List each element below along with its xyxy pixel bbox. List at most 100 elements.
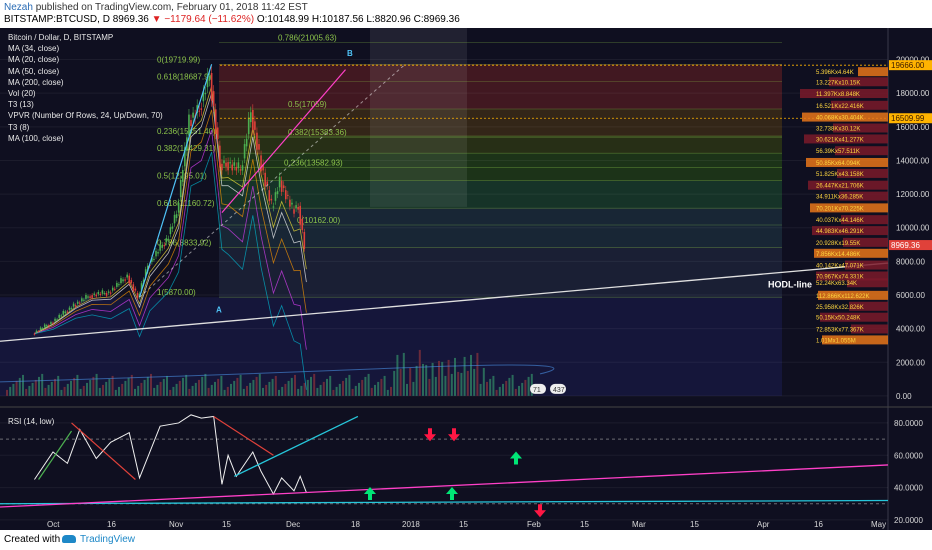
volume-bar xyxy=(351,388,354,396)
candle-body xyxy=(95,294,98,297)
up-arrow-icon xyxy=(364,487,376,501)
volume-profile-bar xyxy=(845,260,888,270)
published-text: published on TradingView.com, February 0… xyxy=(35,2,308,13)
volume-bar xyxy=(431,362,434,396)
volume-bar xyxy=(418,349,421,396)
volume-bar xyxy=(239,374,242,396)
legend-item[interactable]: MA (100, close) xyxy=(8,133,64,143)
volume-bar xyxy=(159,381,162,396)
volume-bar xyxy=(25,388,28,396)
rsi-support xyxy=(0,499,889,505)
volume-bar xyxy=(50,381,53,396)
chart-area[interactable]: 20000.00 18000.00 16000.00 14000.00 12000.00… xyxy=(0,28,932,530)
volume-bar xyxy=(70,380,72,396)
candle-body xyxy=(111,287,114,291)
candle-body xyxy=(72,303,75,307)
candle-body xyxy=(33,333,36,335)
candle-body xyxy=(303,231,306,249)
volume-bar xyxy=(217,378,220,396)
volume-bar xyxy=(332,389,335,396)
x-tick-label: Apr xyxy=(757,520,770,529)
volume-profile-bar xyxy=(847,278,888,288)
candle-body xyxy=(274,192,277,201)
volume-profile-label: 112.866Kx112.622K xyxy=(816,294,870,300)
volume-bar xyxy=(130,374,133,396)
volume-bar xyxy=(495,389,498,396)
volume-profile-bar xyxy=(806,157,888,167)
fib-zone xyxy=(219,153,782,181)
volume-bar xyxy=(306,379,309,396)
volume-bar xyxy=(156,384,159,396)
volume-bar xyxy=(313,373,316,396)
legend-item[interactable]: MA (50, close) xyxy=(8,66,60,76)
y-tick-label: 8000.00 xyxy=(896,257,925,266)
volume-bar xyxy=(210,384,213,396)
volume-bar xyxy=(18,377,21,396)
chart-svg[interactable]: 20000.00 18000.00 16000.00 14000.00 12000.00… xyxy=(0,28,932,530)
candle-body xyxy=(85,294,87,299)
volume-badge[interactable] xyxy=(550,383,566,394)
volume-bar xyxy=(358,382,360,396)
volume-bar xyxy=(479,383,482,396)
rsi-tick-label: 80.0000 xyxy=(894,419,923,428)
volume-bar xyxy=(364,376,367,396)
volume-bar xyxy=(402,352,405,396)
volume-profile-label: 34.911Kx36.285K xyxy=(816,195,863,201)
volume-profile-label: 70.201Kx70.225K xyxy=(816,206,864,212)
volume-ma xyxy=(0,364,555,383)
fib-label: 0.5(17059) xyxy=(288,100,327,109)
volume-bar xyxy=(76,374,79,396)
indicator-legend: Bitcoin / Dollar, D, BITSTAMP MA (34, cl… xyxy=(8,32,163,144)
candle-body xyxy=(52,322,54,324)
candle-body xyxy=(219,145,221,168)
candle-body xyxy=(278,176,281,188)
legend-item[interactable]: T3 (13) xyxy=(8,100,34,110)
volume-profile-label: 7.856Kx14.486K xyxy=(816,252,860,258)
candle-body xyxy=(217,127,219,140)
volume-profile-bar xyxy=(804,134,888,144)
moving-average-line xyxy=(34,129,307,350)
volume-bar xyxy=(191,385,194,396)
up-arrow-icon xyxy=(510,451,522,465)
volume-bar xyxy=(284,383,287,396)
resistance-line xyxy=(221,69,346,213)
volume-bar xyxy=(194,382,197,396)
author-link[interactable]: Nezah xyxy=(4,2,33,13)
candle-body xyxy=(225,162,227,167)
volume-bar xyxy=(98,387,101,396)
candle-body xyxy=(155,250,157,257)
volume-profile-bar xyxy=(808,180,888,190)
last-price: 8969.36 xyxy=(112,14,149,25)
volume-bar xyxy=(66,383,69,396)
legend-item[interactable]: MA (34, close) xyxy=(8,44,60,54)
legend-item[interactable]: T3 (8) xyxy=(8,122,30,132)
volume-bar xyxy=(505,380,508,396)
volume-bar xyxy=(242,388,245,396)
legend-item[interactable]: VPVR (Number Of Rows, 24, Up/Down, 70) xyxy=(8,111,163,121)
candle-body xyxy=(262,164,264,171)
legend-title: Bitcoin / Dollar, D, BITSTAMP xyxy=(8,33,114,42)
moving-average-line xyxy=(34,109,307,335)
volume-bar xyxy=(457,371,460,396)
candle-body xyxy=(76,301,79,304)
candle-body xyxy=(173,214,176,224)
volume-badge[interactable] xyxy=(530,383,546,394)
y-tick-label: 0.00 xyxy=(896,392,912,401)
candle-body xyxy=(41,328,44,330)
price-tag xyxy=(889,113,932,124)
volume-bar xyxy=(482,367,485,396)
volume-bar xyxy=(220,375,223,396)
volume-bar xyxy=(137,385,140,396)
legend-item[interactable]: Vol (20) xyxy=(8,89,36,99)
candle-body xyxy=(188,114,190,136)
legend-item[interactable]: MA (20, close) xyxy=(8,55,60,65)
volume-bar xyxy=(146,376,149,396)
candle-body xyxy=(87,296,89,298)
tradingview-logo[interactable]: TradingView xyxy=(62,530,135,550)
x-tick-label: May xyxy=(871,520,886,529)
legend-item[interactable]: MA (200, close) xyxy=(8,77,64,87)
volume-bar xyxy=(470,354,472,396)
candle-body xyxy=(39,327,42,331)
volume-bar xyxy=(268,381,271,396)
candle-body xyxy=(202,91,205,102)
